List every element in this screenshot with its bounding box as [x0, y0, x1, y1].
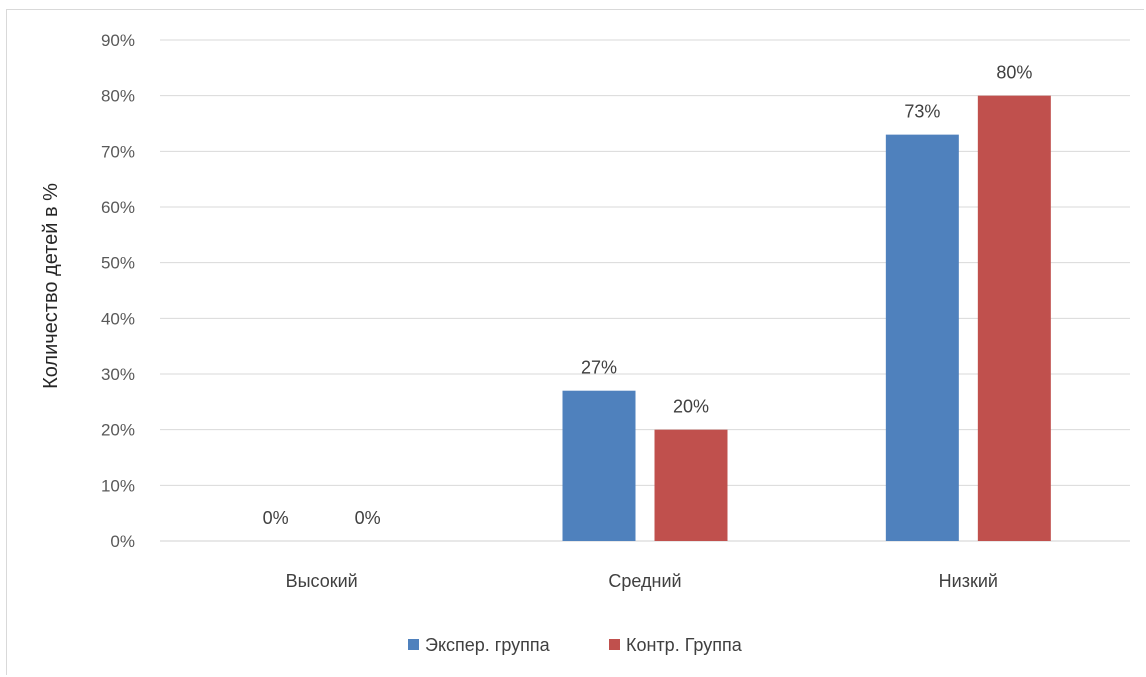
y-axis-ticks: 0% 10% 20% 30% 40% 50% 60% 70% 80% 90%: [101, 31, 135, 551]
y-tick-label: 10%: [101, 476, 135, 495]
y-tick-label: 20%: [101, 421, 135, 440]
data-label: 27%: [581, 358, 617, 378]
legend-swatch-series-2: [609, 639, 620, 650]
y-axis-label: Количество детей в %: [40, 183, 62, 389]
y-tick-label: 30%: [101, 365, 135, 384]
bar-2: [977, 95, 1051, 542]
bar-2: [654, 429, 728, 541]
bar-1: [562, 390, 636, 541]
data-label: 20%: [673, 397, 709, 417]
legend: Экспер. группа Контр. Группа: [408, 635, 743, 655]
chart-frame: [6, 9, 1144, 675]
data-labels: 0% 0% 27% 20% 73% 80%: [263, 63, 1033, 528]
y-tick-label: 60%: [101, 198, 135, 217]
x-category-label: Средний: [608, 571, 681, 591]
y-tick-label: 90%: [101, 31, 135, 50]
bar-1: [885, 134, 959, 541]
legend-label-series-1: Экспер. группа: [425, 635, 551, 655]
y-tick-label: 0%: [110, 532, 135, 551]
data-label: 0%: [355, 508, 381, 528]
x-category-label: Высокий: [286, 571, 358, 591]
data-label: 80%: [996, 63, 1032, 83]
y-tick-label: 40%: [101, 309, 135, 328]
legend-label-series-2: Контр. Группа: [626, 635, 743, 655]
y-tick-label: 80%: [101, 87, 135, 106]
data-label: 0%: [263, 508, 289, 528]
y-tick-label: 50%: [101, 254, 135, 273]
gridlines: [160, 39, 1130, 542]
x-axis-categories: Высокий Средний Низкий: [286, 571, 998, 591]
data-label: 73%: [904, 102, 940, 122]
bars: [562, 95, 1051, 542]
y-tick-label: 70%: [101, 142, 135, 161]
x-category-label: Низкий: [939, 571, 998, 591]
legend-swatch-series-1: [408, 639, 419, 650]
